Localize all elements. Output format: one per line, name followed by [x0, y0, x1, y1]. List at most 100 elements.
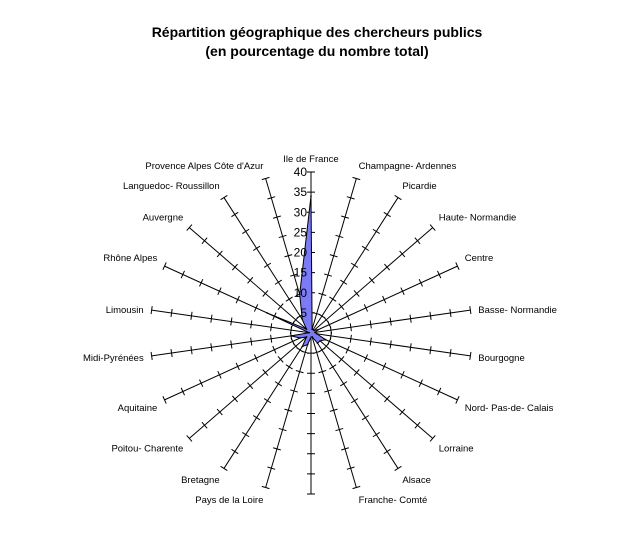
category-label: Poitou- Charente	[111, 444, 183, 455]
axis-tick	[350, 398, 359, 404]
data-point-9	[316, 342, 319, 344]
category-label: Bretagne	[181, 475, 220, 486]
axis-tick	[150, 306, 153, 315]
data-point-0	[310, 195, 312, 197]
radial-tick-label: 5	[300, 306, 307, 320]
axis-tick	[400, 370, 405, 379]
axis-tick	[262, 290, 269, 297]
category-label: Provence Alpes Côte d'Azur	[145, 161, 263, 172]
axis-tick	[253, 304, 259, 312]
axis-tick	[449, 349, 452, 358]
axis-tick	[389, 340, 392, 349]
category-label: Haute- Normandie	[439, 212, 517, 223]
axis-tick	[217, 287, 222, 296]
axis-tick	[409, 343, 412, 352]
axis-tick	[329, 296, 337, 302]
category-label: Picardie	[402, 181, 436, 192]
axis-tick	[369, 320, 372, 329]
axis-tick	[273, 215, 281, 219]
data-point-19	[301, 318, 304, 321]
axis-tick	[284, 254, 293, 258]
axis-tick	[274, 279, 282, 285]
axis-tick	[285, 364, 293, 370]
axis-tick	[274, 381, 282, 387]
axis-tick	[273, 447, 281, 451]
axis-tick	[278, 427, 287, 432]
axis-tick	[170, 349, 173, 358]
category-label: Aquitaine	[118, 403, 158, 414]
data-point-7	[324, 338, 327, 341]
axis-tick	[349, 323, 352, 332]
axis-tick	[400, 287, 405, 296]
axis-tick	[263, 398, 272, 404]
axis-tick	[247, 382, 254, 390]
radar-axes	[150, 171, 472, 495]
category-label: Midi-Pyrénées	[83, 353, 144, 364]
data-point-8	[319, 340, 321, 342]
axis-tick	[250, 320, 253, 329]
axis-tick	[216, 250, 223, 258]
axis-tick	[369, 337, 372, 346]
axis-tick	[162, 396, 167, 404]
axis-tick	[262, 369, 269, 376]
radial-tick-labels: 5 10 15 20 25 30 35 40	[294, 165, 308, 320]
category-label: Champagne- Ardennes	[359, 161, 457, 172]
axis-tick	[340, 381, 348, 387]
category-label: Limousin	[106, 305, 144, 316]
radial-tick-label: 35	[294, 185, 308, 199]
axis-tick	[190, 346, 193, 355]
radial-tick-label: 30	[294, 205, 308, 219]
axis-tick	[277, 303, 284, 310]
data-point-3	[313, 329, 315, 332]
axis-tick	[383, 211, 391, 218]
axis-tick	[338, 356, 345, 363]
data-point-4	[317, 328, 320, 331]
category-label: Auvergne	[143, 212, 184, 223]
axis-tick	[414, 237, 421, 245]
axis-tick	[263, 262, 272, 268]
axis-tick	[180, 270, 185, 279]
axis-tick	[220, 465, 228, 472]
axis-tick	[210, 314, 213, 323]
data-point-14	[299, 337, 301, 339]
series-area	[266, 196, 327, 348]
axis-tick	[150, 351, 153, 360]
axis-tick	[372, 228, 380, 235]
axis-tick	[318, 370, 327, 374]
axis-tick	[350, 262, 359, 268]
axis-tick	[353, 290, 360, 297]
axis-tick	[382, 295, 387, 304]
axis-tick	[295, 370, 304, 374]
axis-tick	[324, 389, 332, 393]
axis-tick	[216, 408, 223, 416]
axis-tick	[242, 431, 250, 438]
axis-tick	[190, 311, 193, 320]
axis-tick	[186, 224, 193, 231]
data-point-6	[316, 333, 318, 335]
axis-tick	[341, 447, 349, 451]
axis-tick	[247, 276, 254, 284]
chart-title-line-2: (en pourcentage du nombre total)	[205, 43, 428, 59]
axis-tick	[277, 356, 284, 363]
axis-tick	[170, 308, 173, 317]
axis-tick	[353, 369, 360, 376]
axis-tick	[230, 317, 233, 326]
axis-tick	[372, 431, 380, 438]
axis-tick	[250, 337, 253, 346]
category-label: Centre	[465, 253, 494, 264]
axis-tick	[230, 340, 233, 349]
data-point-5	[314, 331, 316, 334]
data-point-12	[301, 345, 304, 348]
axis-tick	[210, 343, 213, 352]
category-label: Lorraine	[439, 444, 474, 455]
axis-tick	[329, 408, 338, 412]
axis-tick	[261, 485, 270, 490]
data-point-15	[290, 335, 292, 337]
axis-tick	[335, 234, 344, 239]
axis-tick	[429, 224, 436, 231]
axis-tick	[384, 263, 391, 271]
chart-title-line-1: Répartition géographique des chercheurs …	[152, 24, 483, 40]
axis-tick	[231, 211, 239, 218]
axis-tick	[389, 317, 392, 326]
category-label: Alsace	[402, 475, 431, 486]
